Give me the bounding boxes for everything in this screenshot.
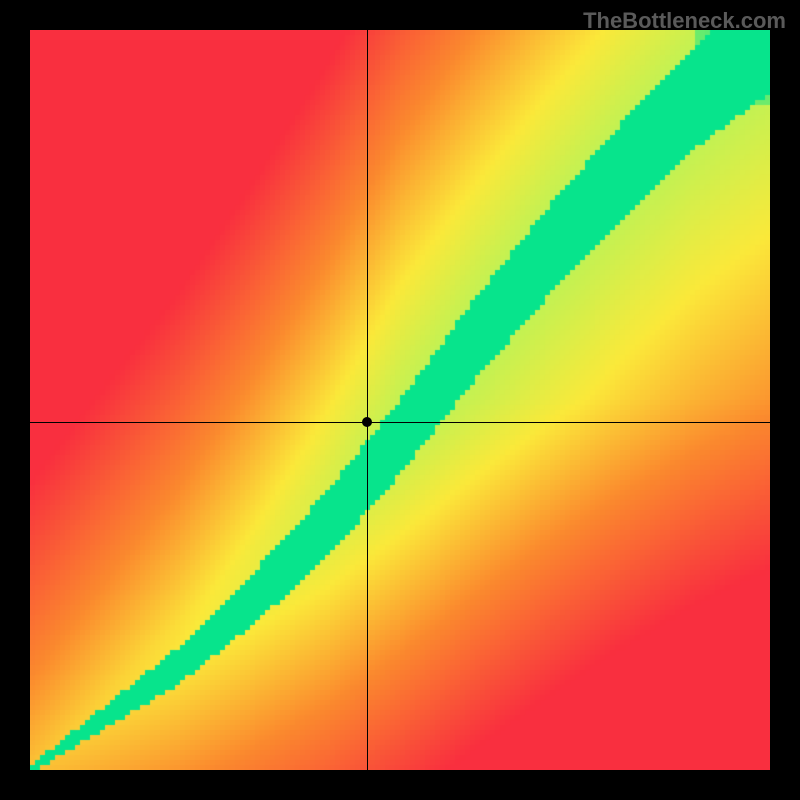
watermark-text: TheBottleneck.com [583,8,786,34]
crosshair-horizontal [30,422,770,423]
heatmap-canvas [30,30,770,770]
plot-area [30,30,770,770]
marker-point [362,417,372,427]
crosshair-vertical [367,30,368,770]
